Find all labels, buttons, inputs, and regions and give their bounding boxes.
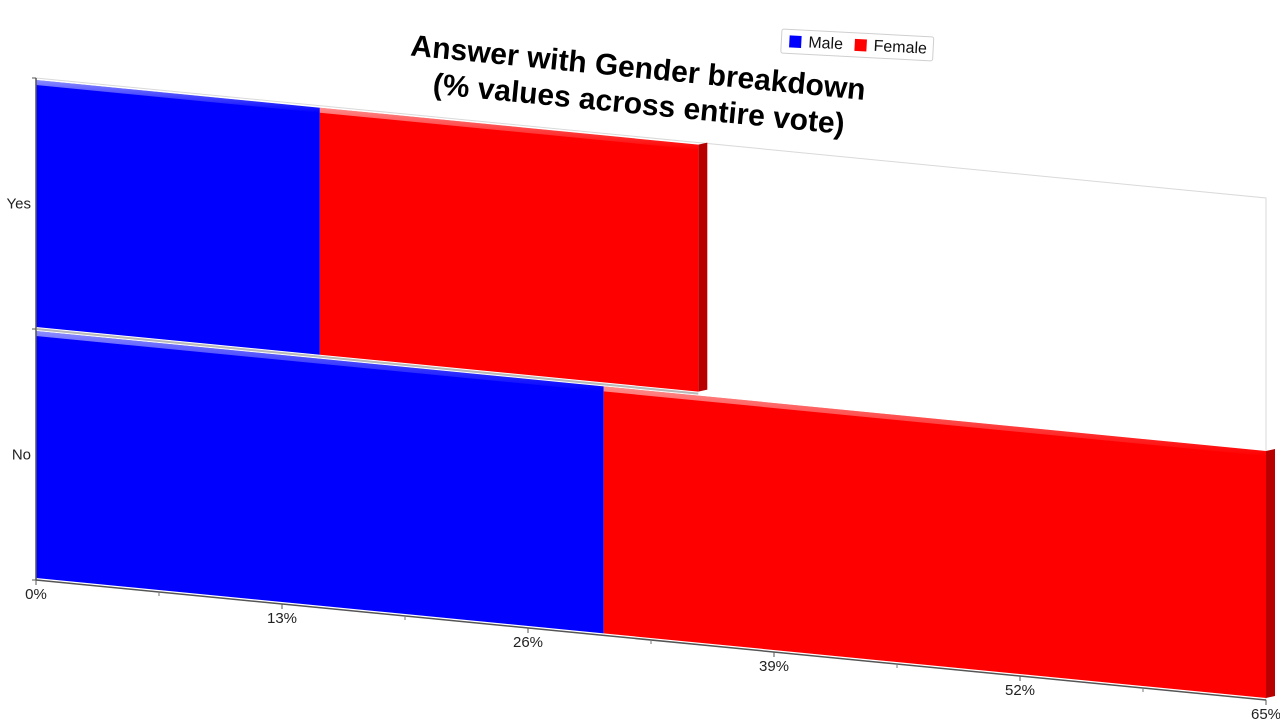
legend-items: Male Female xyxy=(789,34,927,58)
band-separator xyxy=(35,328,699,395)
category-labels-group: Yes No xyxy=(7,77,699,581)
x-tick-label: 26% xyxy=(513,634,543,651)
x-tick-label: 0% xyxy=(25,586,47,603)
bar-side-face-female-yes xyxy=(698,142,708,392)
bar-female-yes xyxy=(319,107,699,392)
x-tick-label: 65% xyxy=(1251,706,1280,720)
legend-label-female: Female xyxy=(873,38,927,58)
bar-male-no xyxy=(36,331,604,634)
category-label-yes: Yes xyxy=(7,196,31,213)
legend-swatch-male xyxy=(789,35,802,49)
legend-label-male: Male xyxy=(808,34,844,53)
bar-top-face-male-no xyxy=(36,331,604,392)
x-tick-label: 52% xyxy=(1005,682,1035,699)
x-tick-label: 13% xyxy=(267,610,297,627)
x-tick-label: 39% xyxy=(759,658,789,675)
x-ticks-group: 0% 13% 26% 39% 52% 65% xyxy=(25,580,1280,720)
legend: Male Female xyxy=(780,28,935,62)
bars-group xyxy=(36,80,1275,698)
bar-top-face-male-yes xyxy=(36,80,320,113)
category-label-no: No xyxy=(12,447,31,464)
bar-top-face-female-yes xyxy=(319,107,699,150)
legend-swatch-female xyxy=(854,38,867,52)
bar-female-no xyxy=(603,386,1266,698)
bar-male-yes xyxy=(36,80,320,355)
bar-side-face-female-no xyxy=(1266,449,1275,698)
bar-top-face-female-no xyxy=(603,386,1266,456)
